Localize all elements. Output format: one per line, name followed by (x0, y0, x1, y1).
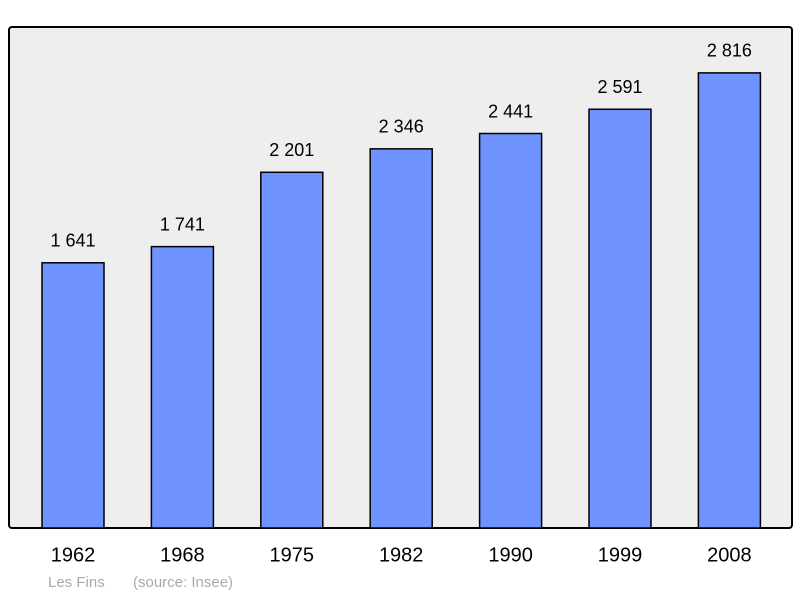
value-label: 1 641 (50, 231, 95, 251)
bar (478, 132, 543, 529)
value-label: 2 441 (488, 101, 533, 121)
bar (150, 245, 215, 529)
value-label: 2 816 (707, 41, 752, 61)
value-label: 1 741 (160, 214, 205, 234)
bar (697, 72, 762, 529)
x-tick-label: 1975 (270, 544, 315, 566)
bar (260, 171, 324, 529)
value-label: 2 346 (379, 117, 424, 137)
source-note: (source: Insee) (133, 574, 233, 591)
bar (588, 108, 652, 529)
value-label: 2 201 (269, 140, 314, 160)
x-tick-label: 1982 (379, 544, 424, 566)
value-label: 2 591 (597, 77, 642, 97)
x-tick-label: 1999 (598, 544, 643, 566)
bar (41, 262, 105, 529)
bar (369, 148, 433, 529)
x-tick-label: 1962 (51, 544, 96, 566)
x-tick-label: 2008 (707, 544, 752, 566)
x-tick-label: 1968 (160, 544, 205, 566)
x-tick-label: 1990 (488, 544, 533, 566)
place-note: Les Fins (48, 574, 105, 591)
